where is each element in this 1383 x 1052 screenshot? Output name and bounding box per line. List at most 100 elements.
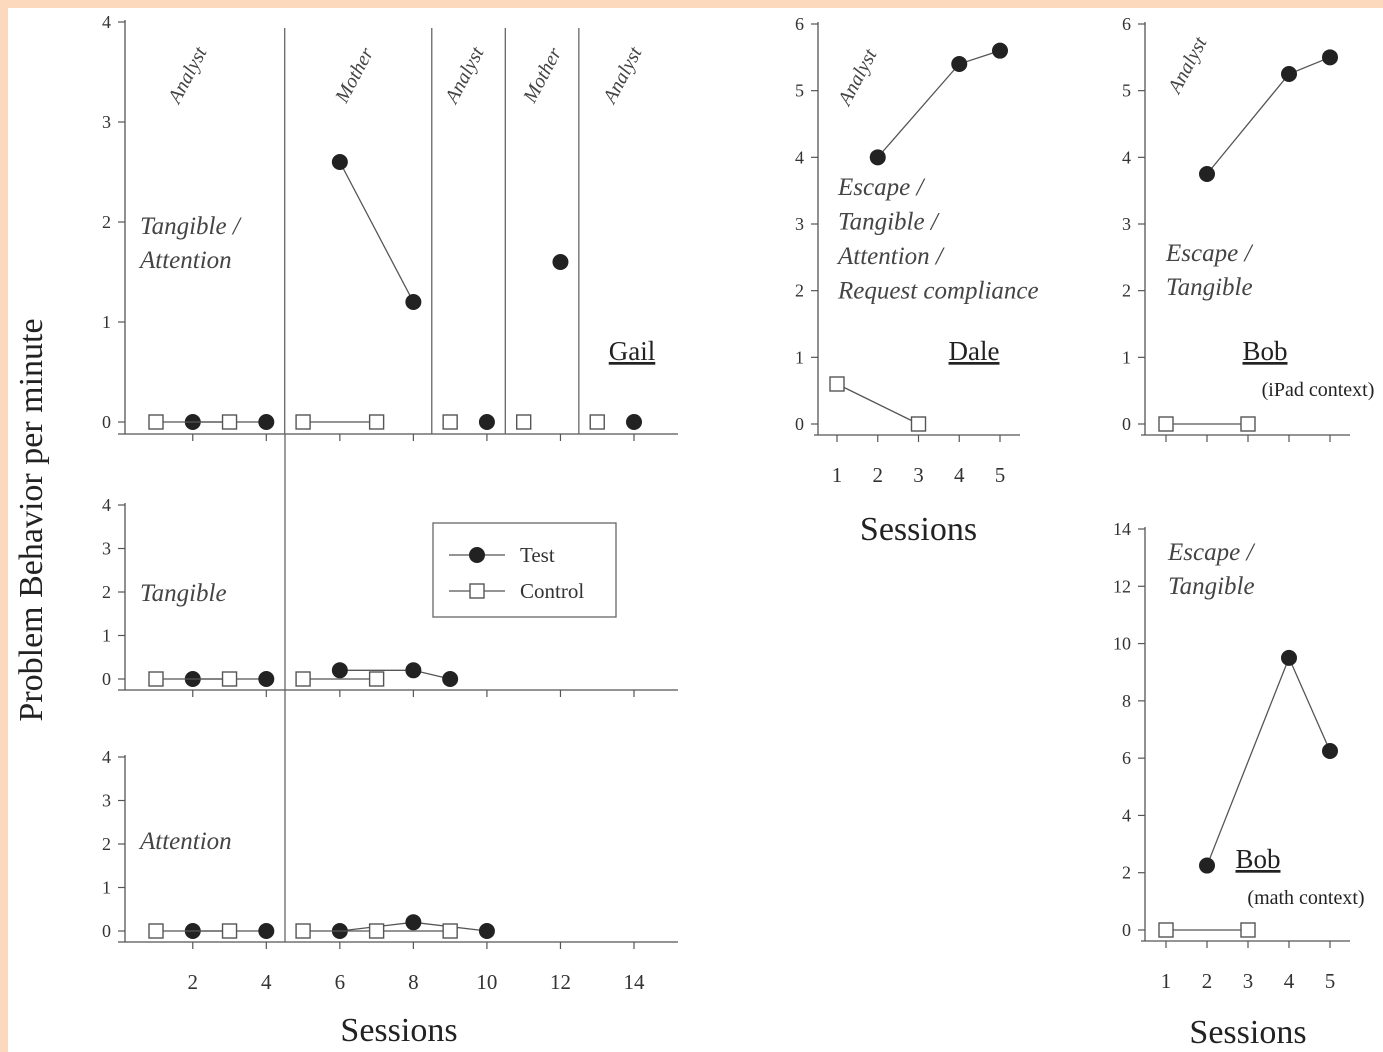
phase-label: Analyst (1163, 33, 1212, 98)
control-point (368, 414, 385, 430)
control-point (442, 414, 458, 430)
x-tick-label: 3 (913, 463, 924, 487)
y-tick-label: 5 (795, 81, 804, 101)
x-tick-label: 4 (954, 463, 965, 487)
legend-test-label: Test (520, 543, 555, 567)
control-point (515, 414, 532, 430)
y-tick-label: 0 (1122, 920, 1131, 940)
control-point (148, 923, 164, 939)
test-point (626, 414, 642, 430)
test-point (951, 56, 968, 72)
phase-label: Analyst (440, 43, 489, 108)
participant-name: Bob (1235, 844, 1280, 874)
phase-label: Mother (331, 44, 379, 107)
control-point (295, 923, 311, 939)
control-point (589, 414, 605, 430)
series-line-test (877, 50, 1001, 158)
y-tick-label: 0 (1122, 414, 1131, 434)
test-point (1199, 166, 1215, 182)
condition-label: Tangible (1168, 573, 1255, 600)
y-tick-label: 1 (102, 626, 111, 646)
test-point (1199, 857, 1215, 874)
y-tick-label: 2 (795, 281, 804, 301)
y-tick-label: 4 (102, 747, 111, 767)
legend-box (432, 522, 617, 618)
x-axis-title: Sessions (340, 1012, 457, 1049)
x-tick-label: 14 (624, 970, 646, 994)
x-axis-title: Sessions (860, 511, 977, 548)
control-point (1158, 416, 1174, 432)
y-axis-title: Problem Behavior per minute (13, 318, 50, 721)
test-point (478, 414, 495, 430)
phase-label: Mother (519, 44, 567, 107)
series-line-test (339, 161, 414, 303)
x-tick-label: 12 (550, 970, 571, 994)
test-point (442, 671, 459, 687)
y-tick-label: 4 (795, 147, 804, 167)
condition-label: Escape / (1165, 240, 1253, 267)
test-point (1281, 66, 1297, 82)
test-point (258, 671, 275, 687)
y-tick-label: 4 (1122, 147, 1131, 167)
y-tick-label: 0 (102, 669, 111, 689)
control-point (829, 376, 845, 392)
condition-label: Attention (138, 828, 232, 855)
legend: Test Control (432, 522, 617, 618)
test-point (258, 923, 275, 939)
y-tick-label: 5 (1122, 81, 1131, 101)
condition-label: Escape / (1167, 539, 1255, 566)
panel-dale: 0 1 2 3 4 5 6 1 2 3 4 5 Sessions Analyst Escape / Tangi… (795, 14, 1039, 548)
y-tick-label: 1 (795, 347, 804, 367)
control-point (442, 923, 458, 939)
context-label: (iPad context) (1262, 379, 1375, 401)
y-tick-label: 3 (102, 791, 111, 811)
y-tick-label: 4 (1122, 805, 1131, 825)
control-point (295, 414, 311, 430)
test-point (405, 294, 422, 310)
x-axis-title: Sessions (1189, 1014, 1306, 1051)
control-point (368, 923, 385, 939)
condition-label: Attention (138, 247, 232, 274)
y-tick-label: 0 (102, 412, 111, 432)
series-line-control (836, 383, 919, 425)
y-tick-label: 3 (795, 214, 804, 234)
y-tick-label: 0 (102, 921, 111, 941)
control-point (1240, 922, 1256, 938)
test-point (331, 662, 348, 679)
y-tick-label: 14 (1113, 519, 1131, 539)
y-tick-label: 12 (1113, 576, 1131, 596)
test-point (1322, 49, 1338, 66)
y-tick-label: 2 (102, 212, 111, 232)
test-point (405, 914, 422, 931)
x-tick-label: 4 (261, 970, 272, 994)
control-point (1158, 922, 1174, 938)
y-tick-label: 2 (1122, 863, 1131, 883)
y-tick-label: 8 (1122, 691, 1131, 711)
test-point (478, 923, 495, 939)
y-tick-label: 2 (1122, 281, 1131, 301)
legend-control-label: Control (520, 579, 584, 603)
context-label: (math context) (1247, 887, 1364, 909)
x-tick-label: 3 (1243, 969, 1254, 993)
condition-label: Request compliance (837, 278, 1039, 305)
x-tick-label: 6 (335, 970, 346, 994)
y-tick-label: 10 (1113, 634, 1131, 654)
panel-gail-tangible: 0 1 2 3 4 Tangible (102, 495, 678, 697)
condition-label: Tangible / (838, 209, 940, 236)
control-point (221, 671, 238, 687)
series-line-test (1206, 656, 1331, 866)
y-tick-label: 4 (102, 12, 111, 32)
test-point (1281, 649, 1297, 666)
participant-name: Dale (949, 336, 1000, 366)
x-tick-label: 2 (188, 970, 199, 994)
control-point (1240, 416, 1256, 432)
y-tick-label: 3 (1122, 214, 1131, 234)
y-tick-label: 1 (102, 312, 111, 332)
condition-label: Escape / (837, 174, 925, 201)
test-point (1322, 742, 1338, 759)
y-tick-label: 3 (102, 112, 111, 132)
legend-control-marker (469, 583, 485, 599)
